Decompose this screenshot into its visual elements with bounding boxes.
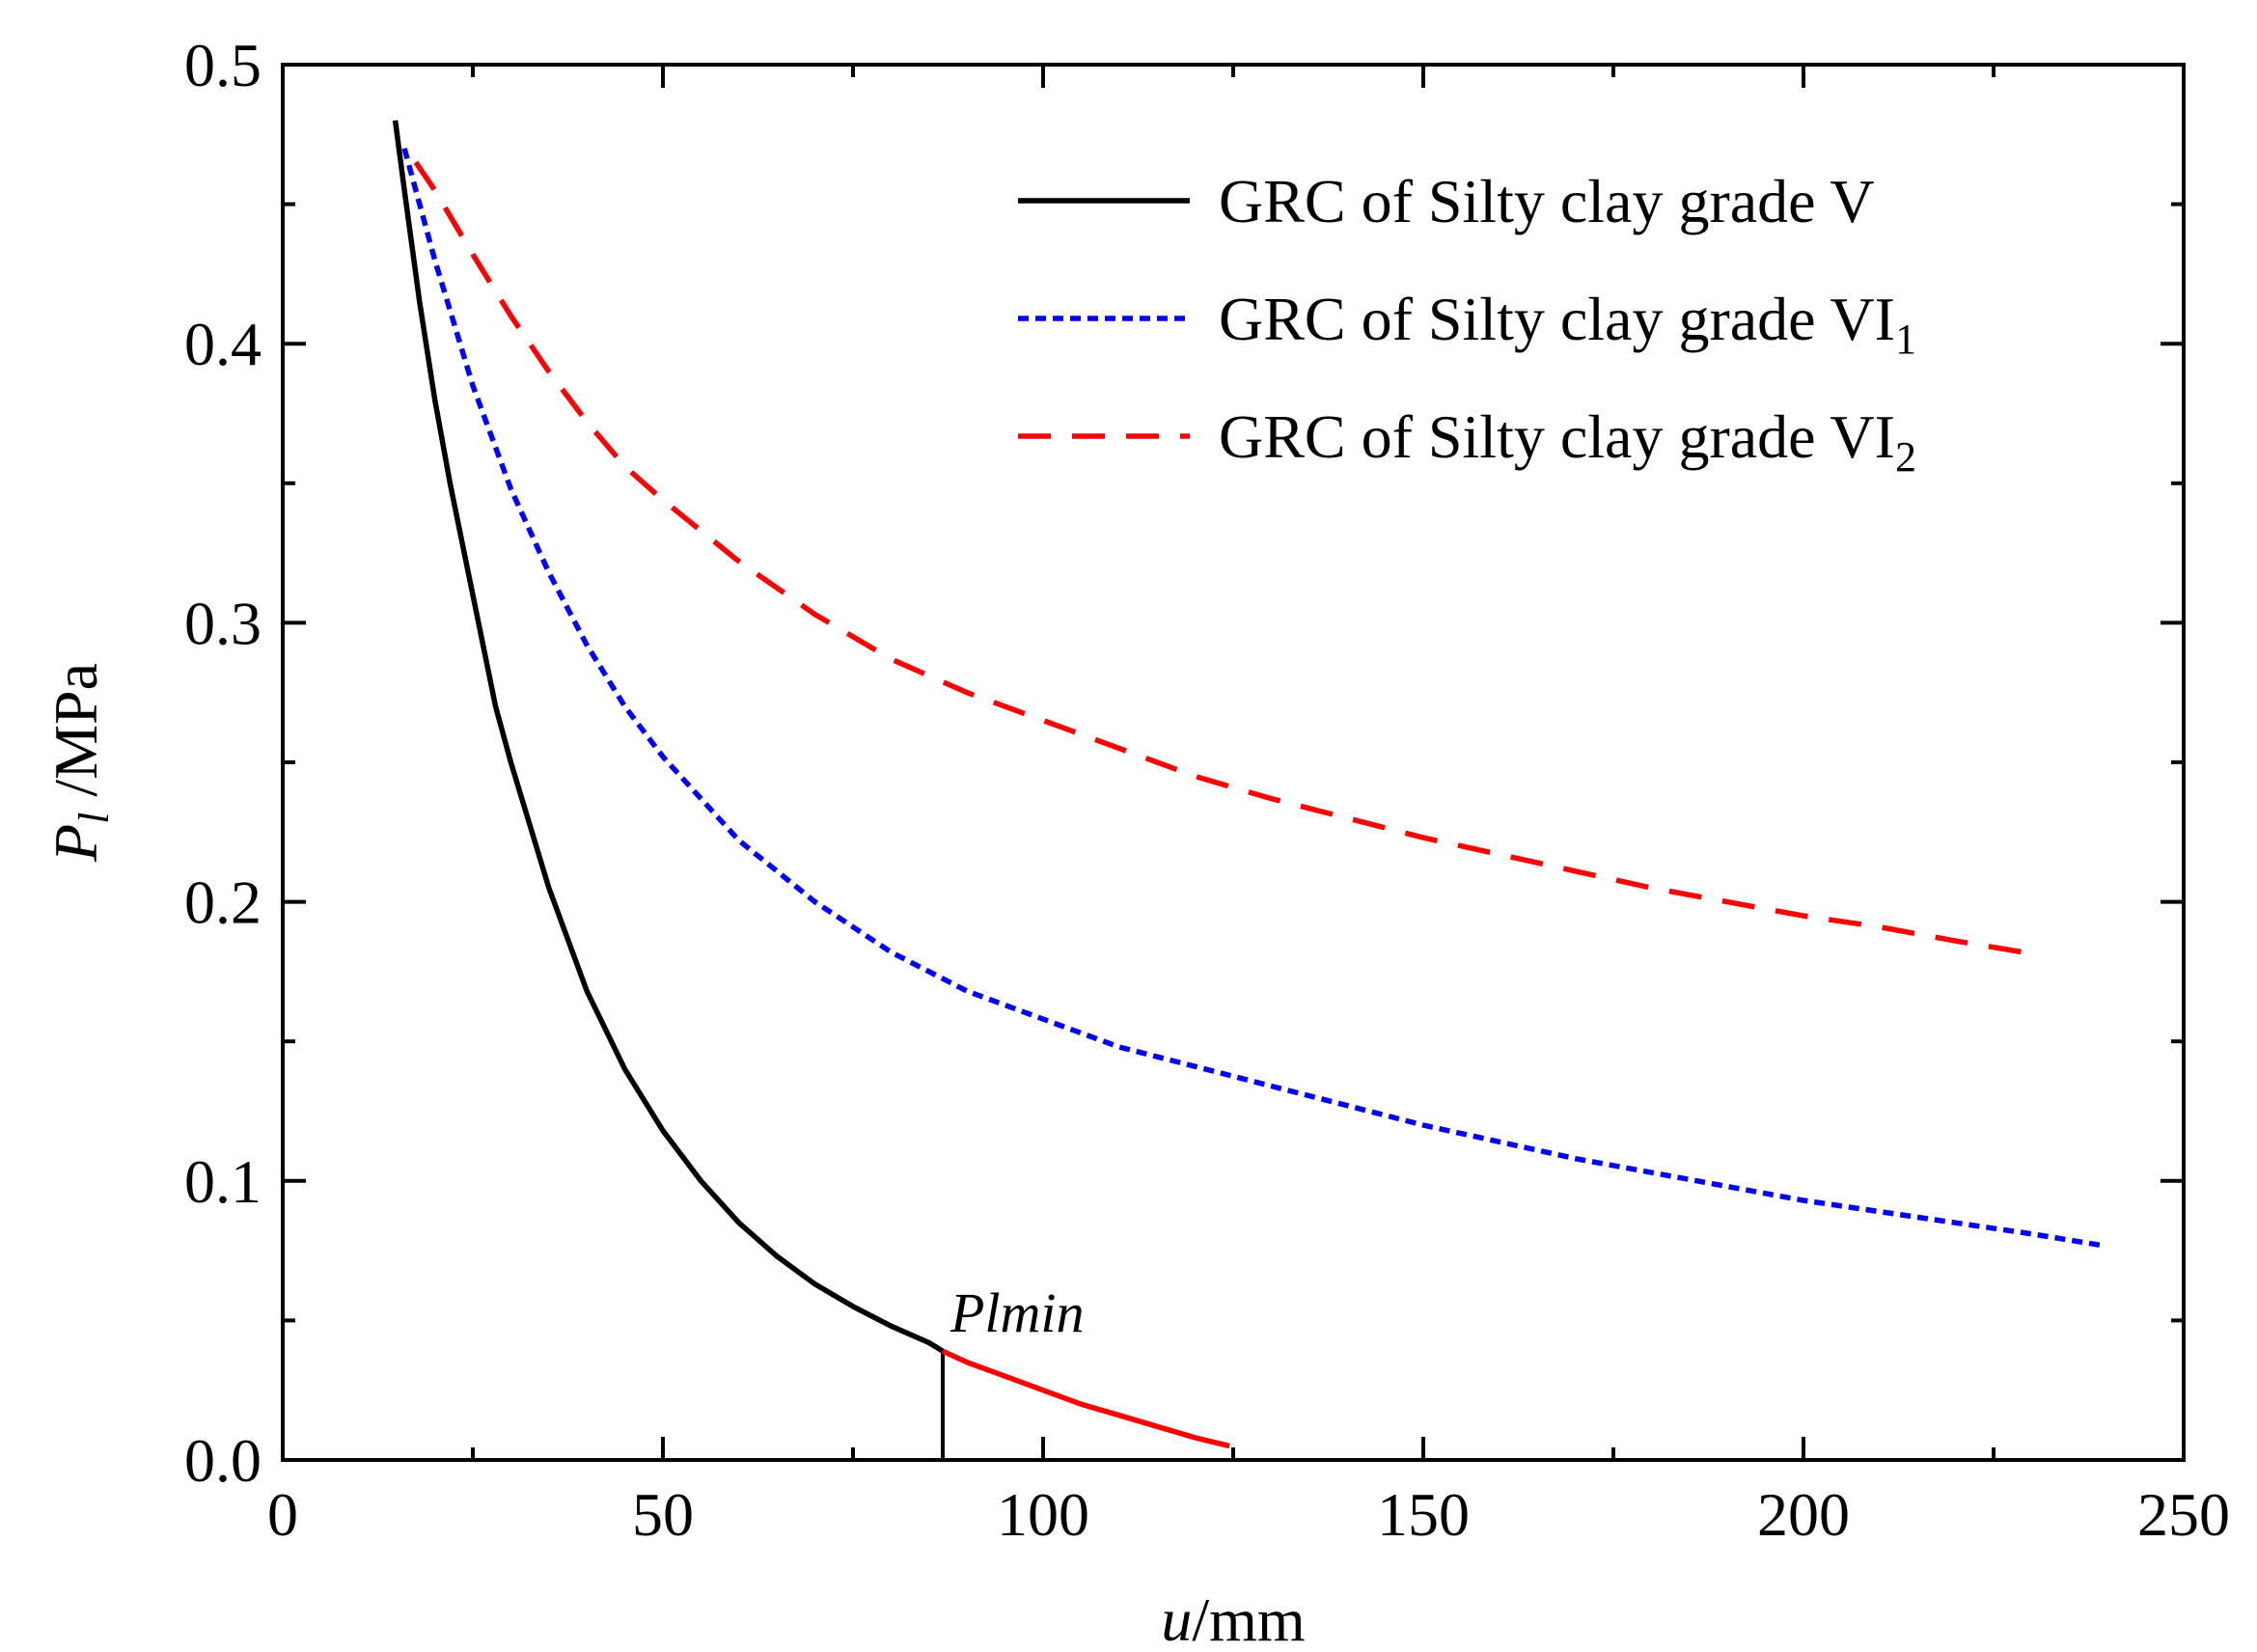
annotation-layer: Plmin [950,1281,1085,1344]
y-tick-label: 0.3 [184,589,261,657]
y-tick-label: 0.2 [184,868,261,937]
x-axis-var: u [1161,1585,1192,1652]
legend-label-subscript: 1 [1895,316,1916,363]
x-tick-label: 200 [1757,1480,1850,1549]
series-line-3 [413,160,2040,958]
plot-frame [281,63,2186,1462]
y-tick-label: 0.1 [184,1147,261,1216]
legend-label: GRC of Silty clay grade VI2 [1219,402,1916,481]
y-tick-label: 0.0 [184,1426,261,1495]
legend-label: GRC of Silty clay grade V [1219,167,1875,235]
y-axis-sub: l [70,812,118,824]
legend-label-main: GRC of Silty clay grade VI [1219,402,1895,471]
x-axis-unit: /mm [1192,1585,1305,1652]
x-tick-label: 250 [2137,1480,2230,1549]
x-axis-title: u/mm [1161,1585,1305,1652]
y-axis-var: P [41,824,110,863]
y-tick-label: 0.4 [184,310,261,378]
labels-layer: 0 50 100 150 200 250 0.0 0.1 0.2 0.3 0.4 0.5 [184,31,2230,1549]
legend-label-main: GRC of Silty clay grade VI [1219,285,1895,353]
y-axis-title: Pl /MPa [41,663,118,863]
legend-label-subscript: 2 [1895,433,1916,481]
series-line-2 [401,148,2101,1249]
legend-label-main: GRC of Silty clay grade V [1219,167,1875,235]
plmin-annotation: Plmin [950,1281,1085,1344]
series-line-0 [392,120,945,1354]
ticks-layer [281,63,2186,1462]
x-tick-label: 50 [632,1480,694,1549]
x-tick-label: 100 [997,1480,1089,1549]
legend: GRC of Silty clay grade V GRC of Silty cl… [1018,167,1916,481]
y-axis-unit: /MPa [41,663,110,812]
x-tick-label: 0 [267,1480,298,1549]
x-tick-label: 150 [1377,1480,1470,1549]
legend-label: GRC of Silty clay grade VI1 [1219,285,1916,363]
y-tick-label: 0.5 [184,31,261,99]
series-line-1 [941,1348,1230,1449]
series-layer [392,120,2101,1460]
